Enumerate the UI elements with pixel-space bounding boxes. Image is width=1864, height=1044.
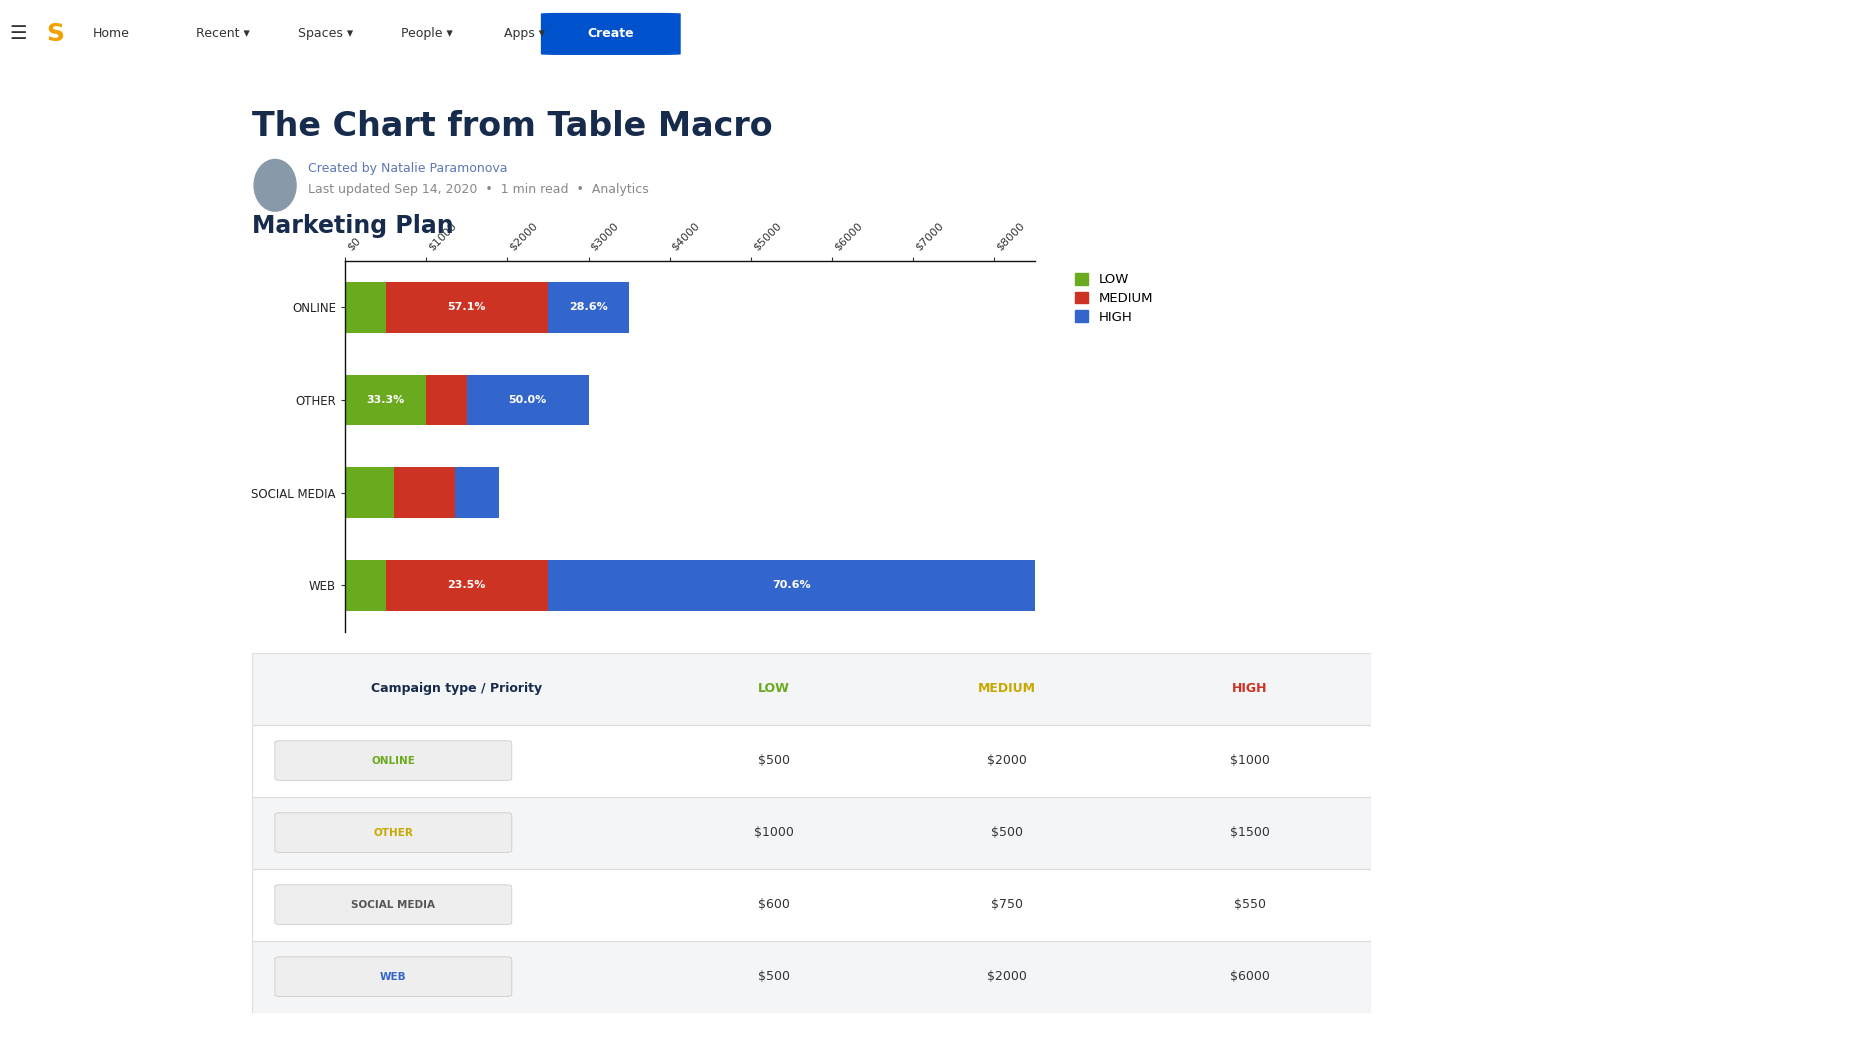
Bar bbox=[455, 467, 500, 518]
Text: Last updated Sep 14, 2020  •  1 min read  •  Analytics: Last updated Sep 14, 2020 • 1 min read •… bbox=[308, 183, 649, 195]
Text: ONLINE: ONLINE bbox=[371, 756, 416, 765]
Bar bbox=[427, 375, 466, 426]
FancyBboxPatch shape bbox=[274, 957, 511, 996]
Text: $500: $500 bbox=[990, 826, 1023, 839]
Text: ☰: ☰ bbox=[9, 24, 26, 44]
Text: SOCIAL MEDIA: SOCIAL MEDIA bbox=[350, 900, 434, 909]
Text: $500: $500 bbox=[757, 754, 790, 767]
Text: Marketing Plan: Marketing Plan bbox=[252, 214, 453, 238]
Bar bbox=[345, 375, 427, 426]
Text: $2000: $2000 bbox=[986, 754, 1027, 767]
Bar bbox=[345, 282, 386, 333]
Bar bbox=[393, 467, 455, 518]
Text: $500: $500 bbox=[757, 970, 790, 983]
Bar bbox=[386, 560, 548, 611]
Text: Campaign type / Priority: Campaign type / Priority bbox=[371, 682, 542, 695]
Legend: LOW, MEDIUM, HIGH: LOW, MEDIUM, HIGH bbox=[1068, 267, 1158, 329]
FancyBboxPatch shape bbox=[274, 813, 511, 852]
Bar bbox=[386, 282, 548, 333]
FancyBboxPatch shape bbox=[274, 741, 511, 780]
Text: $750: $750 bbox=[990, 898, 1023, 911]
Bar bbox=[548, 282, 628, 333]
Text: 33.3%: 33.3% bbox=[367, 395, 404, 405]
Text: $550: $550 bbox=[1232, 898, 1266, 911]
Text: OTHER: OTHER bbox=[373, 828, 414, 837]
Text: 50.0%: 50.0% bbox=[509, 395, 546, 405]
Text: The Chart from Table Macro: The Chart from Table Macro bbox=[252, 110, 772, 143]
FancyBboxPatch shape bbox=[274, 885, 511, 924]
Text: 57.1%: 57.1% bbox=[447, 303, 487, 312]
Bar bbox=[345, 467, 393, 518]
Text: Created by Natalie Paramonova: Created by Natalie Paramonova bbox=[308, 162, 507, 174]
Text: $6000: $6000 bbox=[1228, 970, 1269, 983]
Bar bbox=[345, 560, 386, 611]
Text: 28.6%: 28.6% bbox=[569, 303, 608, 312]
Text: WEB: WEB bbox=[380, 972, 406, 981]
Text: $2000: $2000 bbox=[986, 970, 1027, 983]
Text: 70.6%: 70.6% bbox=[772, 580, 811, 590]
Bar bbox=[548, 560, 1035, 611]
Text: $1500: $1500 bbox=[1228, 826, 1269, 839]
Text: LOW: LOW bbox=[757, 682, 790, 695]
Text: Spaces ▾: Spaces ▾ bbox=[298, 27, 354, 41]
Bar bbox=[252, 652, 1370, 725]
Bar bbox=[252, 941, 1370, 1013]
Text: Recent ▾: Recent ▾ bbox=[196, 27, 250, 41]
FancyBboxPatch shape bbox=[541, 13, 680, 55]
Text: People ▾: People ▾ bbox=[401, 27, 453, 41]
Text: MEDIUM: MEDIUM bbox=[977, 682, 1036, 695]
Text: S: S bbox=[47, 22, 65, 46]
Bar bbox=[466, 375, 589, 426]
Bar bbox=[252, 869, 1370, 941]
Text: HIGH: HIGH bbox=[1230, 682, 1268, 695]
Text: $600: $600 bbox=[757, 898, 790, 911]
Text: Apps ▾: Apps ▾ bbox=[503, 27, 544, 41]
Circle shape bbox=[254, 160, 296, 211]
Text: 23.5%: 23.5% bbox=[447, 580, 487, 590]
Text: $1000: $1000 bbox=[753, 826, 794, 839]
Bar bbox=[252, 725, 1370, 797]
Text: $1000: $1000 bbox=[1228, 754, 1269, 767]
Text: Create: Create bbox=[587, 27, 634, 41]
Bar bbox=[252, 797, 1370, 869]
Text: Home: Home bbox=[93, 27, 130, 41]
